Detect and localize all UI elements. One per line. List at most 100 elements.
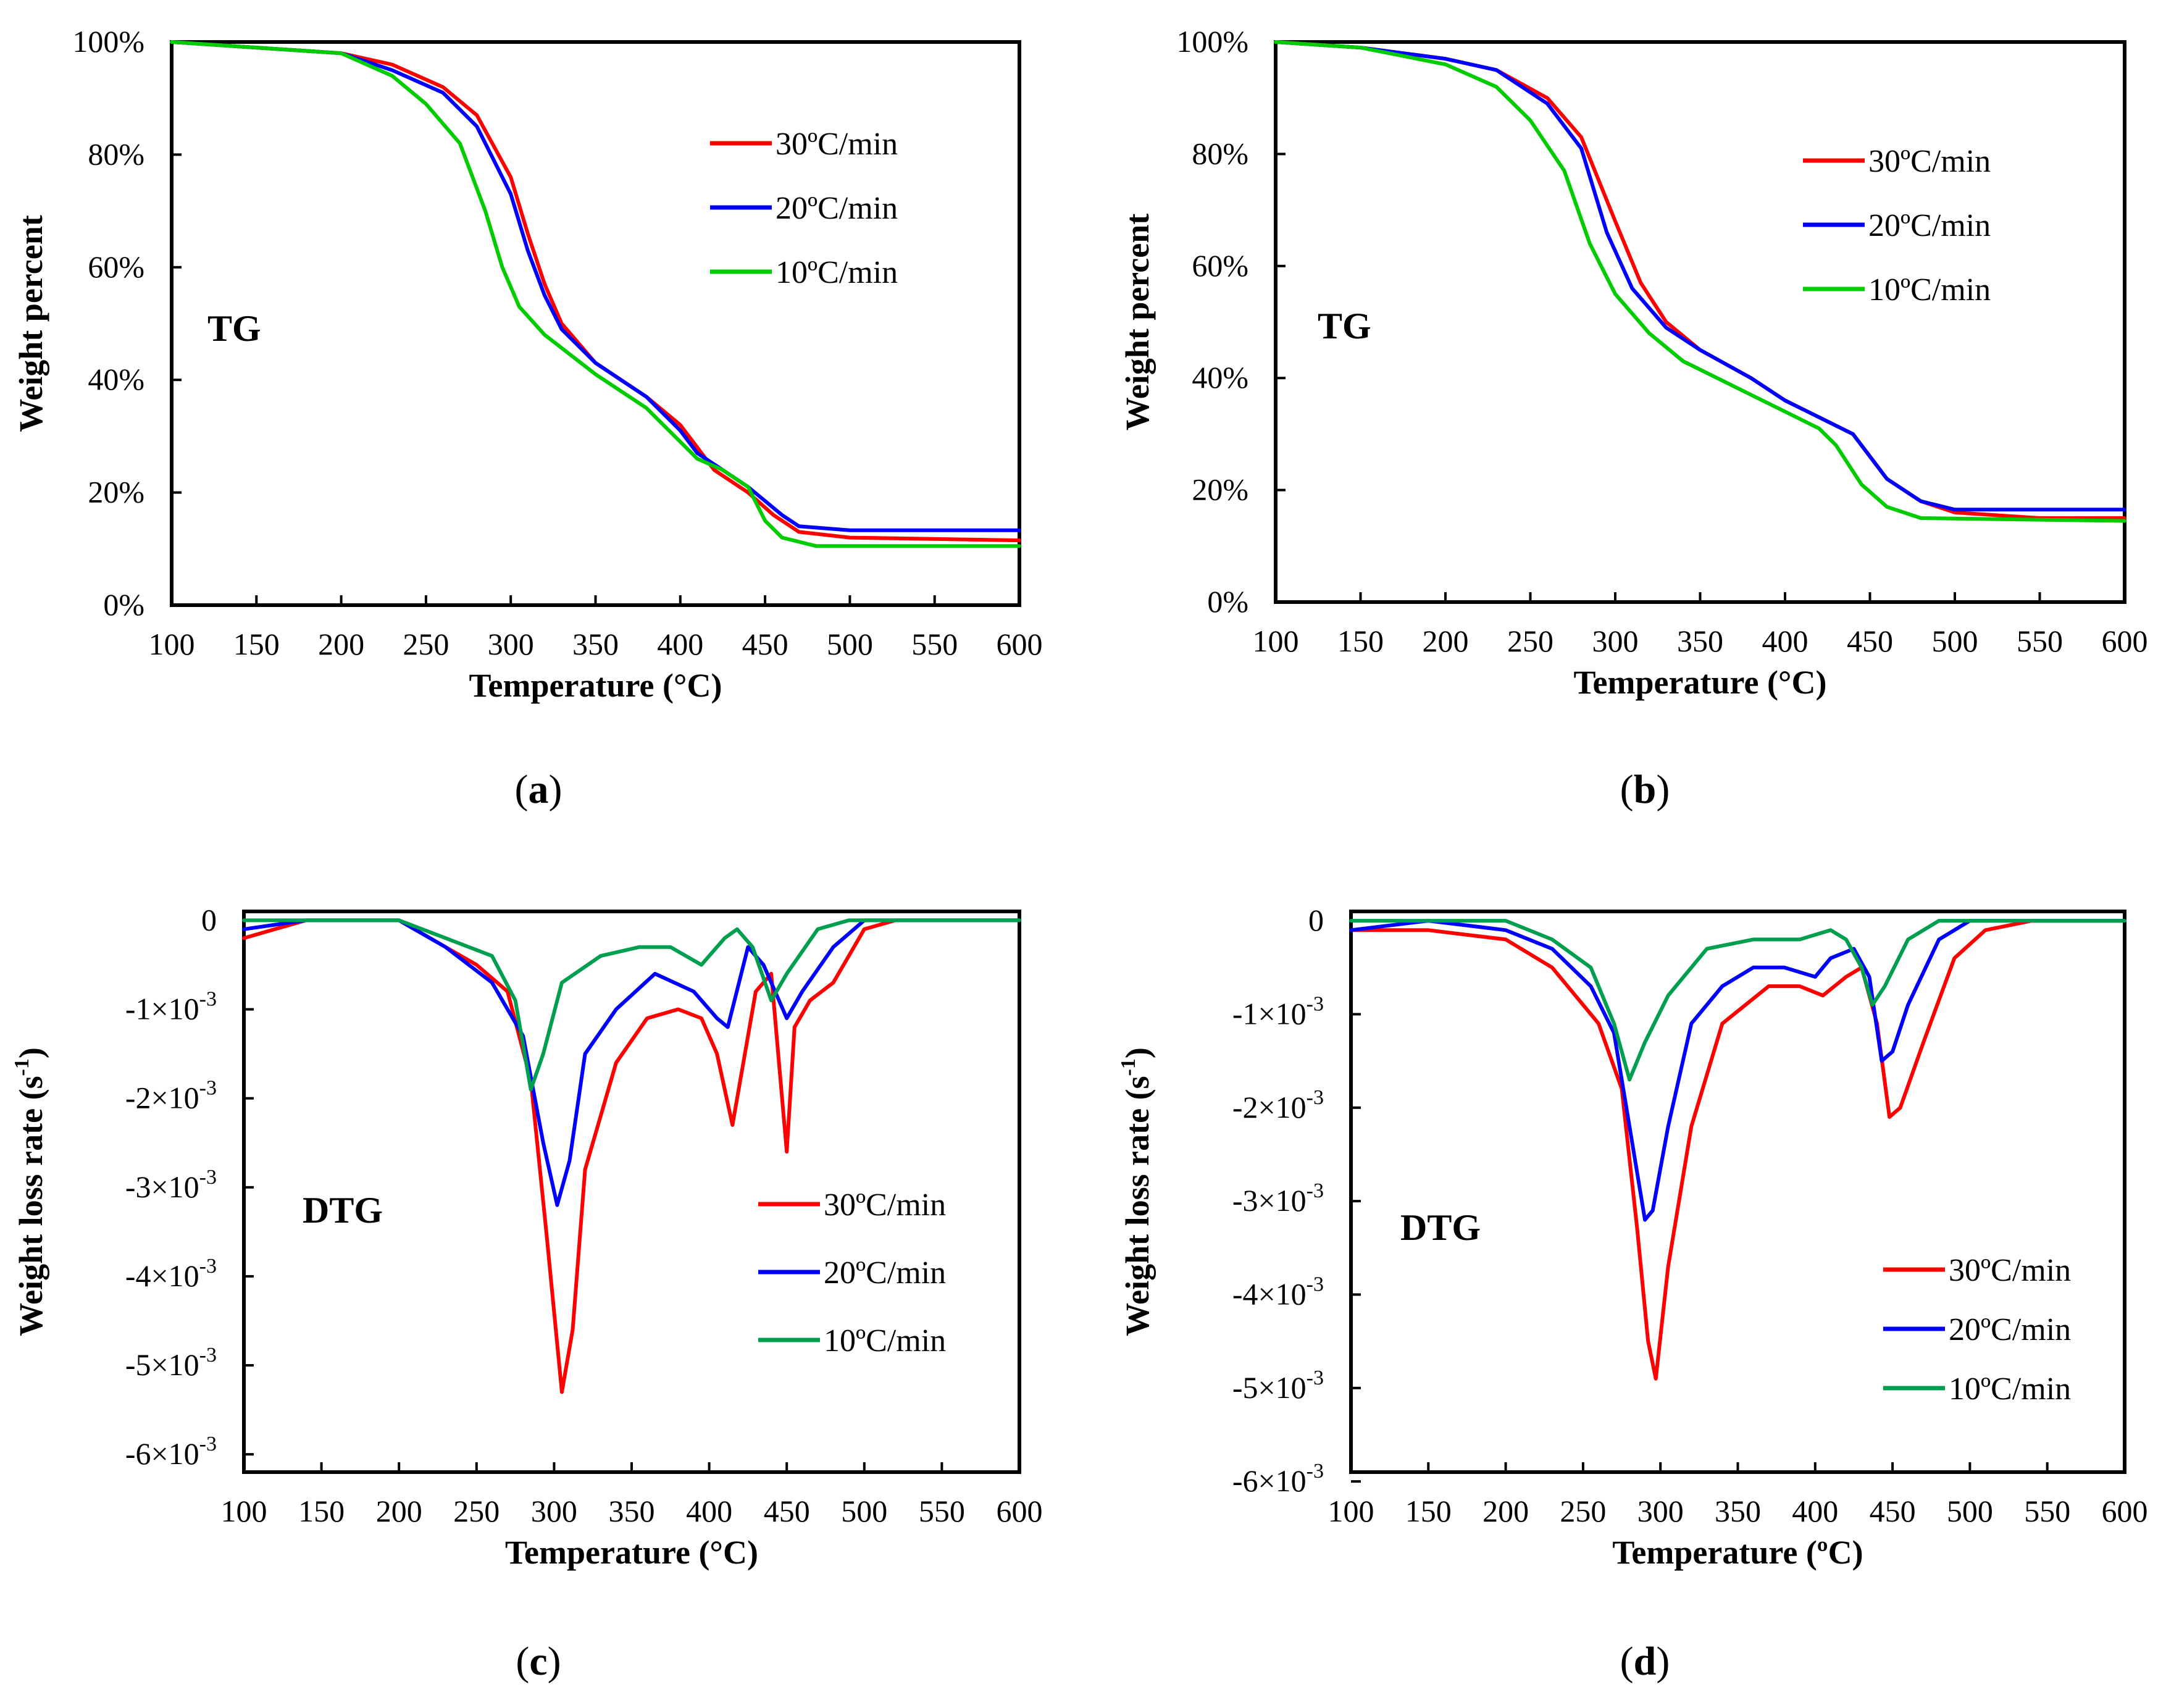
y-tick-label: -6×10-3 xyxy=(125,1433,217,1471)
x-tick-label: 300 xyxy=(531,1494,577,1528)
x-tick-label: 450 xyxy=(1870,1494,1916,1528)
series-line-2 xyxy=(1349,919,2126,1082)
legend-label: 30ºC/min xyxy=(1868,144,1991,179)
y-tick-label: -2×10-3 xyxy=(1232,1086,1324,1124)
x-tick-label: 250 xyxy=(1560,1494,1606,1528)
x-tick-label: 400 xyxy=(1762,624,1808,658)
y-tick-label: -6×10-3 xyxy=(1232,1460,1324,1498)
x-tick-label: 600 xyxy=(997,627,1043,661)
legend-label: 30ºC/min xyxy=(1949,1253,2071,1288)
series-line-1 xyxy=(1274,40,2126,512)
y-axis-label: Weight percent xyxy=(12,215,49,432)
legend-label: 20ºC/min xyxy=(1949,1312,2071,1347)
x-tick-label: 600 xyxy=(2102,1494,2148,1528)
x-tick-label: 450 xyxy=(764,1494,810,1528)
y-tick-label: 100% xyxy=(1176,24,1248,59)
y-axis-label: Weight loss rate (s-1) xyxy=(1117,1047,1156,1336)
y-tick-label: 60% xyxy=(88,249,144,284)
x-axis-label: Temperature (°C) xyxy=(469,667,722,704)
x-tick-label: 600 xyxy=(2102,624,2148,658)
panel-annotation: TG xyxy=(1318,306,1371,346)
chart-d: 100 150 200 250 300 350 400 450 500 550 600 0 -1×10-… xyxy=(1117,903,2148,1684)
x-tick-label: 350 xyxy=(609,1494,655,1528)
x-axis-label: Temperature (°C) xyxy=(505,1534,758,1571)
x-tick-label: 400 xyxy=(686,1494,732,1528)
x-tick-label: 450 xyxy=(1847,624,1893,658)
y-tick-label: 0% xyxy=(1207,584,1248,619)
y-tick-label: 0% xyxy=(103,587,144,622)
x-tick-label: 500 xyxy=(841,1494,887,1528)
x-tick-label: 350 xyxy=(1677,624,1723,658)
x-axis-label: Temperature (ºC) xyxy=(1612,1534,1863,1571)
x-tick-label: 550 xyxy=(911,627,958,661)
x-tick-label: 400 xyxy=(1792,1494,1838,1528)
x-tick-label: 100 xyxy=(149,627,195,661)
series-line-0 xyxy=(170,40,1021,543)
y-tick-label: 20% xyxy=(88,475,144,509)
x-tick-label: 150 xyxy=(1405,1494,1452,1528)
legend-label: 20ºC/min xyxy=(824,1255,946,1291)
series-line-2 xyxy=(242,918,1021,1092)
series-line-0 xyxy=(242,918,1021,1394)
panel-caption: (b) xyxy=(1620,767,1670,812)
y-tick-label: -3×10-3 xyxy=(125,1166,217,1204)
x-tick-label: 400 xyxy=(657,627,703,661)
y-tick-label: 80% xyxy=(88,136,144,171)
y-tick-label: 0 xyxy=(1308,903,1324,937)
y-tick-label: -2×10-3 xyxy=(125,1077,217,1115)
chart-c: 100 150 200 250 300 350 400 450 500 550 600 0 -1×10-… xyxy=(10,902,1043,1684)
series-line-0 xyxy=(1349,919,2126,1381)
x-tick-label: 200 xyxy=(376,1494,422,1528)
x-tick-label: 200 xyxy=(318,627,364,661)
x-tick-label: 100 xyxy=(1328,1494,1374,1528)
x-tick-label: 500 xyxy=(1932,624,1978,658)
y-tick-label: 80% xyxy=(1192,136,1248,170)
series-line-1 xyxy=(242,918,1021,1207)
x-tick-label: 450 xyxy=(742,627,788,661)
x-tick-label: 200 xyxy=(1423,624,1469,658)
x-tick-label: 300 xyxy=(488,627,534,661)
y-tick-label: -3×10-3 xyxy=(1232,1179,1324,1218)
x-tick-label: 200 xyxy=(1482,1494,1529,1528)
legend-label: 30ºC/min xyxy=(824,1187,946,1223)
legend-label: 10ºC/min xyxy=(1949,1371,2071,1407)
y-tick-label: -5×10-3 xyxy=(1232,1367,1324,1405)
legend-label: 30ºC/min xyxy=(776,127,898,162)
legend-label: 20ºC/min xyxy=(776,191,898,226)
x-tick-label: 300 xyxy=(1637,1494,1684,1528)
panel-annotation: DTG xyxy=(303,1190,383,1231)
x-tick-label: 350 xyxy=(1715,1494,1761,1528)
y-tick-label: 40% xyxy=(1192,360,1248,395)
panel-annotation: TG xyxy=(207,308,261,349)
x-tick-label: 500 xyxy=(827,627,873,661)
x-tick-label: 100 xyxy=(1253,624,1299,658)
x-tick-label: 500 xyxy=(1947,1494,1993,1528)
y-tick-label: 60% xyxy=(1192,248,1248,283)
panel-caption: (c) xyxy=(516,1639,561,1684)
x-tick-label: 250 xyxy=(1507,624,1553,658)
x-tick-label: 150 xyxy=(233,627,280,661)
y-tick-label: -1×10-3 xyxy=(1232,992,1324,1031)
legend-label: 10ºC/min xyxy=(776,255,898,290)
y-tick-label: 20% xyxy=(1192,472,1248,507)
x-tick-label: 250 xyxy=(403,627,449,661)
panel-annotation: DTG xyxy=(1400,1207,1481,1248)
legend-label: 10ºC/min xyxy=(824,1323,946,1358)
x-tick-label: 600 xyxy=(997,1494,1043,1528)
x-tick-label: 550 xyxy=(919,1494,965,1528)
y-tick-label: 40% xyxy=(88,362,144,396)
chart-b: 100 150 200 250 300 350 400 450 500 550 600 0% 20% 40… xyxy=(1119,24,2148,812)
x-tick-label: 150 xyxy=(298,1494,345,1528)
legend-label: 20ºC/min xyxy=(1868,208,1991,243)
series-line-1 xyxy=(1349,919,2126,1222)
y-tick-label: -5×10-3 xyxy=(125,1344,217,1382)
x-tick-label: 100 xyxy=(221,1494,267,1528)
series-line-2 xyxy=(170,40,1021,548)
y-axis-label: Weight percent xyxy=(1119,214,1156,430)
x-tick-label: 550 xyxy=(2024,1494,2070,1528)
y-tick-label: -4×10-3 xyxy=(1232,1273,1324,1311)
x-tick-label: 150 xyxy=(1337,624,1384,658)
series-line-1 xyxy=(170,40,1021,532)
chart-a: 100 150 200 250 300 350 400 450 500 550 600 0% 20% 40… xyxy=(12,24,1043,812)
